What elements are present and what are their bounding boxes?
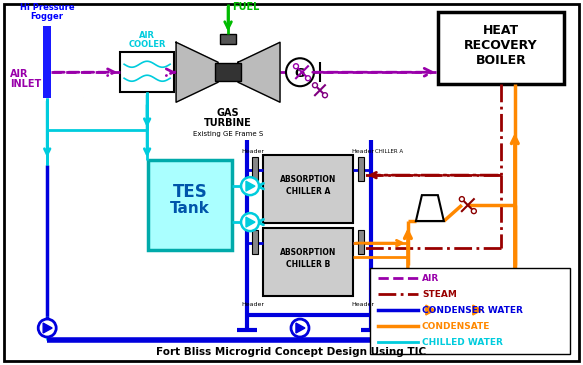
Bar <box>263 228 353 296</box>
Bar <box>220 34 236 44</box>
Circle shape <box>38 319 56 337</box>
Bar <box>120 52 174 92</box>
Bar <box>438 12 564 84</box>
Text: AIR: AIR <box>422 274 439 283</box>
Circle shape <box>468 301 486 319</box>
Circle shape <box>471 209 476 214</box>
Text: ABSORPTION: ABSORPTION <box>280 175 336 184</box>
Text: G: G <box>295 67 305 80</box>
Circle shape <box>241 177 259 195</box>
Circle shape <box>421 301 439 319</box>
Bar <box>358 157 364 181</box>
Text: AIR: AIR <box>139 31 155 40</box>
Circle shape <box>305 76 311 81</box>
Polygon shape <box>416 195 444 221</box>
Text: CHILLER B: CHILLER B <box>286 260 330 269</box>
Text: GAS: GAS <box>217 108 240 118</box>
Circle shape <box>293 64 298 69</box>
Circle shape <box>291 319 309 337</box>
Bar <box>148 160 232 250</box>
Text: Tank: Tank <box>170 201 210 216</box>
Text: Header: Header <box>241 149 265 154</box>
Text: AIR: AIR <box>10 69 29 79</box>
Polygon shape <box>246 181 255 191</box>
Bar <box>263 155 353 223</box>
Text: Header: Header <box>352 302 374 307</box>
Polygon shape <box>296 323 305 333</box>
Text: HEAT: HEAT <box>483 24 519 37</box>
Text: Fogger: Fogger <box>31 12 64 21</box>
Circle shape <box>459 197 464 201</box>
Polygon shape <box>43 323 52 333</box>
Bar <box>252 157 258 181</box>
Text: ABSORPTION: ABSORPTION <box>280 248 336 257</box>
Text: CHILLER A: CHILLER A <box>375 149 403 154</box>
Text: STEAM: STEAM <box>422 289 456 299</box>
Text: CHILLED WATER: CHILLED WATER <box>422 338 503 346</box>
Text: Header: Header <box>241 302 265 307</box>
Text: TURBINE: TURBINE <box>204 118 252 128</box>
Text: Header: Header <box>352 149 374 154</box>
Text: FUEL: FUEL <box>232 2 259 12</box>
Bar <box>215 63 241 81</box>
Text: CONDENSER WATER: CONDENSER WATER <box>422 306 523 315</box>
Polygon shape <box>246 217 255 227</box>
Bar <box>43 26 51 98</box>
Polygon shape <box>238 42 280 102</box>
Bar <box>370 268 570 354</box>
Circle shape <box>241 213 259 231</box>
Text: BOILER: BOILER <box>476 54 526 67</box>
Bar <box>358 230 364 254</box>
Text: CHILLER A: CHILLER A <box>286 187 330 196</box>
Text: Fort Bliss Microgrid Concept Design Using TIC: Fort Bliss Microgrid Concept Design Usin… <box>156 347 427 357</box>
Text: INLET: INLET <box>10 79 41 89</box>
Circle shape <box>286 58 314 86</box>
Circle shape <box>312 83 318 88</box>
Circle shape <box>322 93 328 98</box>
Text: Existing GE Frame S: Existing GE Frame S <box>193 131 263 137</box>
Text: Hi Pressure: Hi Pressure <box>20 3 75 12</box>
Bar <box>252 230 258 254</box>
Text: RECOVERY: RECOVERY <box>464 39 538 52</box>
Polygon shape <box>473 305 482 315</box>
Polygon shape <box>426 305 435 315</box>
Text: COOLER: COOLER <box>128 40 166 49</box>
Polygon shape <box>176 42 218 102</box>
Text: TES: TES <box>173 183 208 201</box>
Text: CONDENSATE: CONDENSATE <box>422 322 490 331</box>
